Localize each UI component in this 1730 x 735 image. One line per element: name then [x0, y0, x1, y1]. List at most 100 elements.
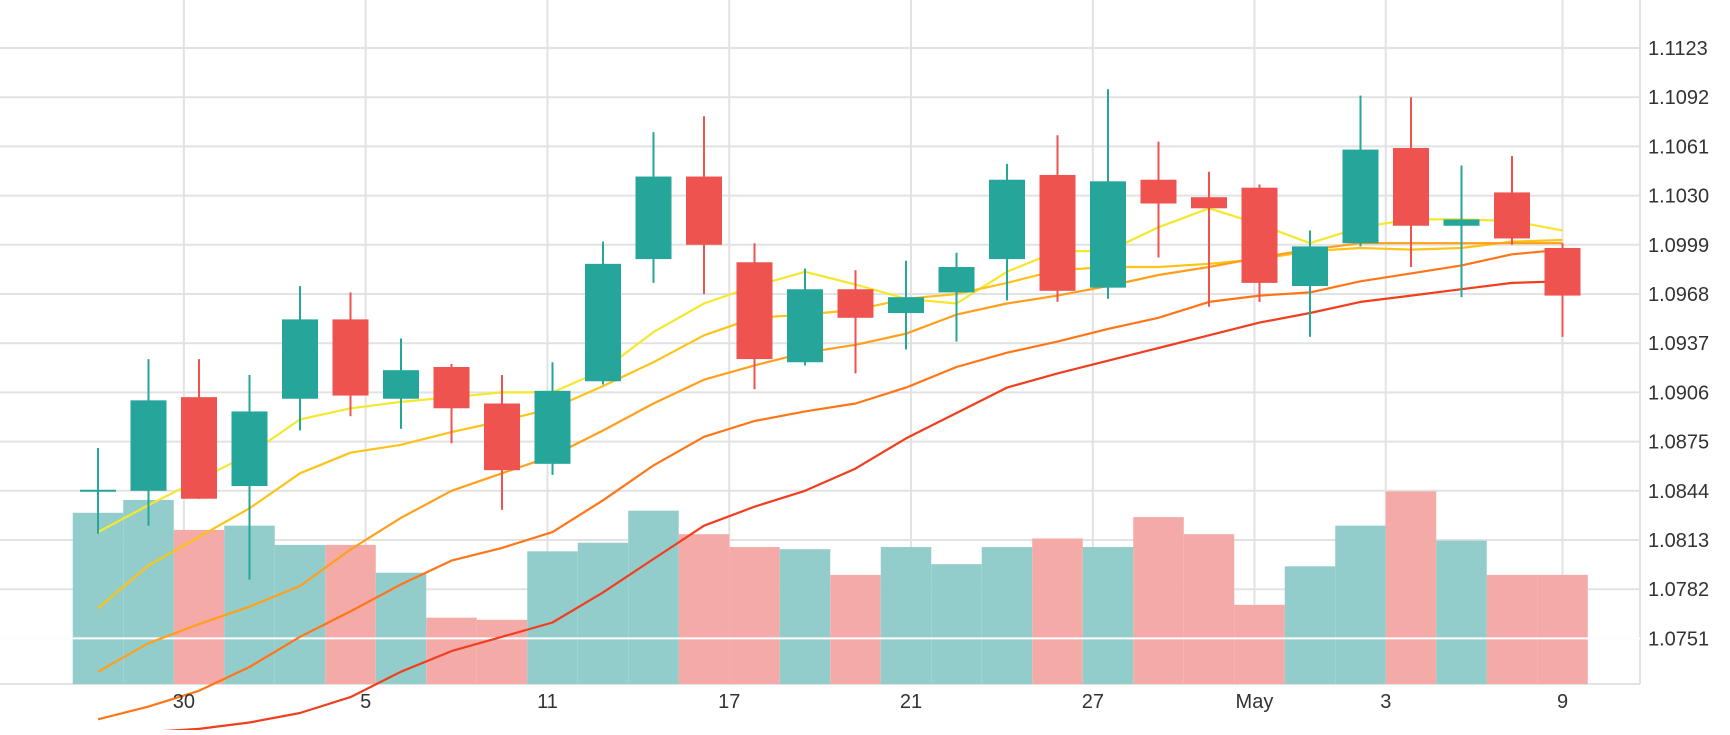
candle: [130, 359, 167, 526]
candle-body: [888, 297, 924, 314]
moving-average-line: [97, 280, 1563, 735]
candle: [938, 252, 975, 342]
candle: [736, 243, 773, 390]
volume-bar: [1082, 547, 1134, 684]
x-tick-label: 17: [718, 691, 740, 713]
candle: [1241, 184, 1278, 302]
volume-bar: [1183, 534, 1235, 684]
x-axis: 30 5 11 17 21 27 May 3 9: [173, 691, 1568, 713]
volume-bar: [527, 551, 578, 684]
candle-body: [181, 397, 217, 499]
candle: [635, 132, 672, 283]
y-tick-label: 1.1030: [1648, 186, 1709, 208]
candle-body: [433, 367, 470, 409]
candles: [80, 89, 1581, 580]
x-tick-label: 30: [173, 691, 195, 713]
volume-bar: [1284, 566, 1336, 684]
volume-bar: [375, 572, 427, 684]
volume-bars: [72, 491, 1588, 684]
y-tick-label: 1.0906: [1648, 382, 1709, 404]
candle: [585, 241, 621, 385]
volume-bar: [1436, 540, 1487, 684]
candle: [534, 362, 571, 475]
candle: [787, 268, 823, 366]
volume-bar: [123, 499, 174, 684]
y-tick-label: 1.0844: [1648, 481, 1709, 503]
x-tick-label: 27: [1082, 691, 1104, 713]
candle-body: [332, 319, 369, 396]
volume-bar: [173, 529, 225, 684]
x-tick-label: 3: [1380, 691, 1391, 713]
x-tick-label: May: [1236, 691, 1274, 713]
candle: [231, 374, 268, 580]
y-tick-label: 1.0937: [1648, 333, 1709, 355]
y-tick-label: 1.1061: [1648, 136, 1709, 158]
volume-bar: [779, 549, 831, 684]
candle-body: [686, 176, 722, 245]
y-tick-label: 1.0782: [1648, 579, 1709, 601]
y-tick-label: 1.0813: [1648, 530, 1709, 552]
candle-body: [1241, 187, 1278, 283]
candle-body: [585, 263, 621, 382]
volume-bar: [325, 544, 376, 684]
x-tick-label: 9: [1557, 691, 1568, 713]
candle: [837, 270, 874, 374]
candle-body: [1544, 247, 1581, 296]
candle: [181, 359, 217, 499]
candle-body: [938, 267, 975, 293]
candle-body: [130, 400, 167, 491]
candle: [383, 338, 419, 429]
candle-body: [736, 262, 773, 360]
candle-body: [1140, 179, 1177, 204]
candle: [1544, 243, 1581, 337]
volume-bar: [1234, 604, 1285, 684]
moving-average-line: [97, 207, 1563, 534]
candle-body: [383, 370, 419, 399]
candle-body: [282, 319, 318, 399]
y-tick-label: 1.0968: [1648, 284, 1709, 306]
candle-body: [231, 411, 268, 487]
x-tick-label: 5: [360, 691, 371, 713]
volume-bar: [577, 542, 629, 684]
candle-body: [534, 390, 571, 464]
y-axis: 1.1123 1.1092 1.1061 1.1030 1.0999 1.0968 1.09…: [1648, 38, 1709, 650]
candle-body: [635, 176, 672, 260]
volume-bar: [880, 547, 932, 684]
candle: [1393, 97, 1429, 268]
volume-bar: [1537, 574, 1588, 684]
candle-body: [1090, 181, 1126, 288]
candle: [989, 163, 1025, 301]
x-tick-label: 11: [537, 691, 558, 713]
y-tick-label: 1.1092: [1648, 87, 1709, 109]
volume-bar: [1133, 517, 1184, 684]
candle-body: [787, 289, 823, 363]
candle: [1191, 171, 1227, 307]
candle: [484, 374, 520, 510]
candle: [80, 447, 116, 534]
volume-bar: [830, 574, 881, 684]
candle: [282, 286, 318, 431]
volume-bar: [476, 619, 528, 684]
candle-body: [1039, 174, 1076, 291]
candle-body: [1342, 149, 1379, 244]
candle: [888, 260, 924, 350]
volume-bar: [1335, 525, 1386, 684]
candle-body: [1292, 246, 1328, 287]
volume-bar: [981, 547, 1033, 684]
y-tick-label: 1.1123: [1648, 38, 1708, 60]
y-tick-label: 1.0999: [1648, 235, 1709, 257]
y-tick-label: 1.0875: [1648, 432, 1709, 454]
volume-bar: [1385, 491, 1437, 684]
candle: [1140, 141, 1177, 258]
candle: [332, 292, 369, 417]
y-tick-label: 1.0751: [1648, 628, 1709, 650]
volume-bar: [274, 544, 326, 684]
volume-bar: [72, 512, 124, 684]
candle: [1039, 135, 1076, 302]
candle-body: [1191, 197, 1227, 209]
candle: [1342, 95, 1379, 247]
candle: [1494, 155, 1530, 245]
candle-body: [837, 289, 874, 318]
volume-bar: [931, 564, 982, 684]
